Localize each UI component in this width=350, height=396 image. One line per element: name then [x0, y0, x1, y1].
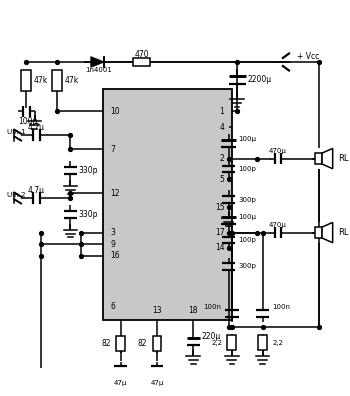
Text: 14: 14: [215, 243, 224, 252]
Text: 300p: 300p: [238, 197, 256, 203]
Text: 10: 10: [110, 107, 120, 116]
Text: 220µ: 220µ: [202, 332, 221, 341]
Bar: [315, 227, 322, 238]
Text: 12: 12: [110, 189, 120, 198]
Text: 100µ: 100µ: [18, 117, 37, 126]
Text: 47µ: 47µ: [114, 380, 127, 386]
Text: 4: 4: [219, 123, 224, 132]
Polygon shape: [91, 57, 104, 67]
Text: Uin 1: Uin 1: [7, 129, 26, 135]
Text: 2,2: 2,2: [272, 339, 283, 345]
Text: 17: 17: [215, 228, 224, 237]
Text: 100p: 100p: [238, 237, 256, 243]
Text: 470: 470: [134, 50, 149, 59]
Text: 470µ: 470µ: [269, 148, 287, 154]
Text: 4,7µ: 4,7µ: [28, 123, 45, 132]
Text: 9: 9: [110, 240, 115, 249]
Bar: [258, 335, 267, 350]
Text: 5: 5: [219, 175, 224, 184]
Bar: [21, 70, 31, 91]
Text: 47k: 47k: [34, 76, 48, 85]
Polygon shape: [322, 148, 333, 169]
Text: 18: 18: [188, 306, 198, 315]
Bar: [116, 336, 125, 351]
Bar: [315, 153, 322, 164]
Text: 1: 1: [220, 107, 224, 116]
Polygon shape: [322, 223, 333, 243]
Text: 7: 7: [110, 145, 115, 154]
Text: 330p: 330p: [79, 210, 98, 219]
Text: 6: 6: [110, 302, 115, 311]
Text: 4,7µ: 4,7µ: [28, 186, 45, 195]
Bar: [153, 336, 161, 351]
Text: 13: 13: [152, 306, 162, 315]
Text: 2,2: 2,2: [211, 339, 222, 345]
Text: 100µ: 100µ: [238, 213, 256, 220]
Text: 82: 82: [102, 339, 111, 348]
Bar: [103, 89, 232, 320]
Text: Uin 2: Uin 2: [7, 192, 26, 198]
Text: 47k: 47k: [64, 76, 78, 85]
Text: 1n4001: 1n4001: [85, 67, 112, 74]
Text: 82: 82: [138, 339, 147, 348]
Text: 47µ: 47µ: [150, 380, 164, 386]
Text: 470µ: 470µ: [269, 222, 287, 228]
Text: 2: 2: [220, 154, 224, 163]
Text: 330p: 330p: [79, 166, 98, 175]
Text: 3: 3: [110, 228, 115, 237]
Bar: [228, 335, 236, 350]
Text: 2200µ: 2200µ: [247, 75, 271, 84]
Text: 300p: 300p: [238, 263, 256, 269]
Text: 100µ: 100µ: [238, 136, 256, 142]
Text: RL: RL: [338, 154, 349, 163]
Text: 100n: 100n: [272, 304, 290, 310]
Text: 100p: 100p: [238, 166, 256, 172]
Text: + Vcc: + Vcc: [296, 52, 319, 61]
Text: RL: RL: [338, 228, 349, 237]
Bar: [133, 57, 150, 67]
Text: 16: 16: [110, 251, 120, 260]
Text: 100n: 100n: [204, 304, 222, 310]
Bar: [52, 70, 62, 91]
Text: 15: 15: [215, 203, 224, 211]
